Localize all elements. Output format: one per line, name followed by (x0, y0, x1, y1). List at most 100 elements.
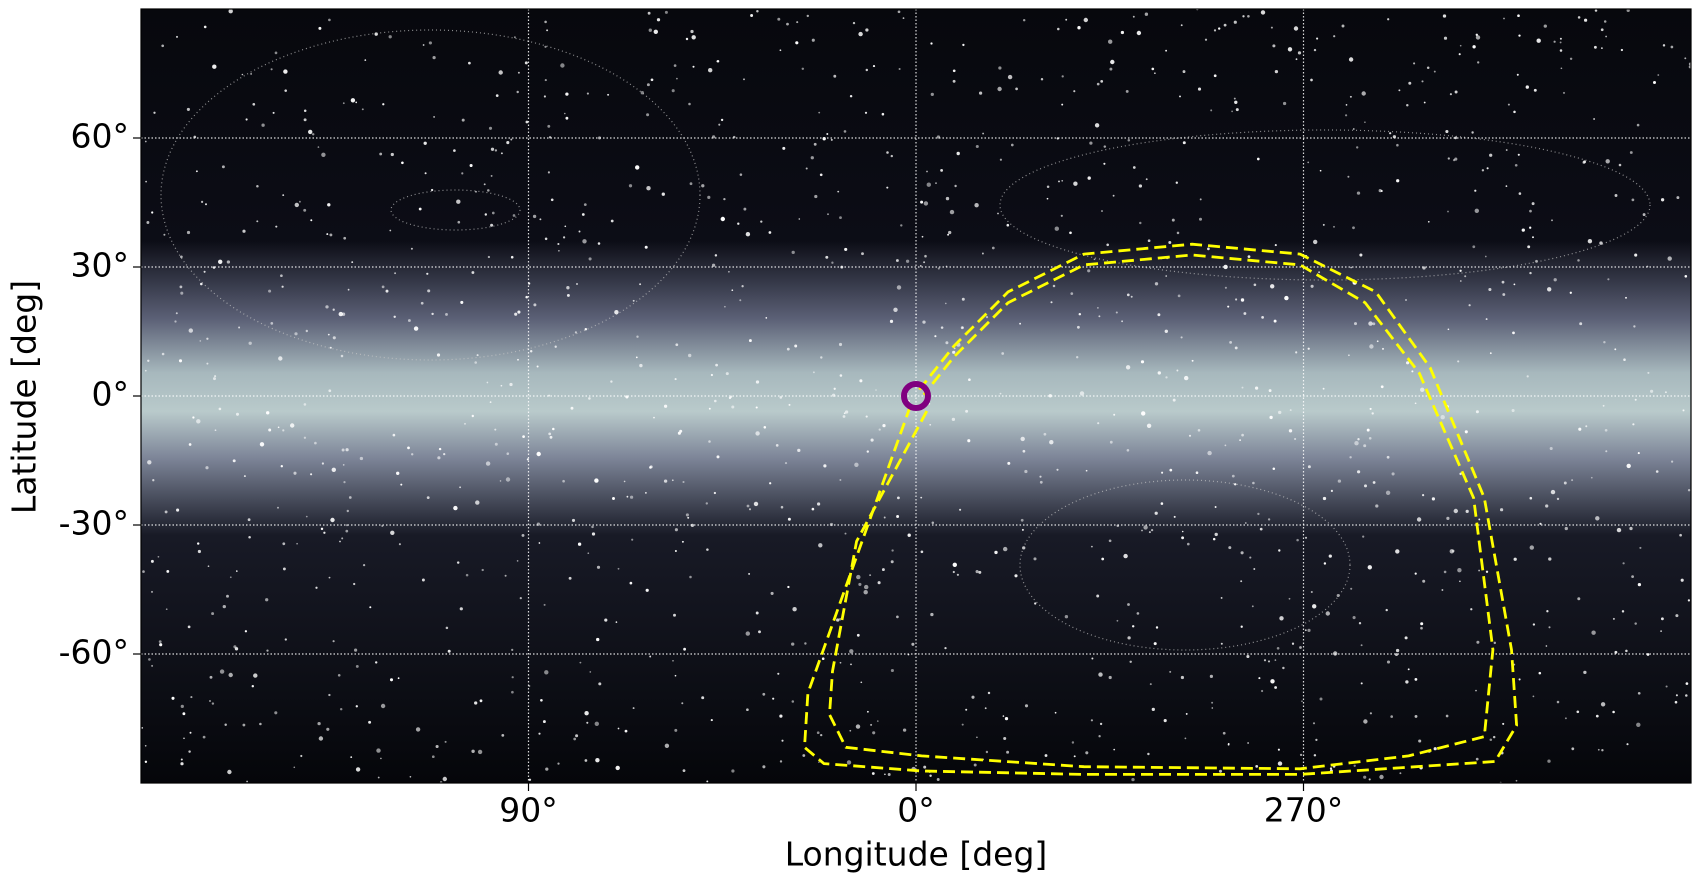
star (1333, 225, 1335, 228)
star (594, 721, 599, 726)
star (839, 479, 842, 481)
star (188, 328, 193, 333)
star (484, 213, 488, 216)
star (635, 165, 640, 170)
star (859, 379, 863, 383)
star (1532, 623, 1536, 626)
star (1512, 331, 1515, 335)
star (1453, 508, 1459, 514)
star (1078, 312, 1082, 316)
star (268, 428, 272, 432)
star (1647, 371, 1650, 374)
star (423, 141, 427, 145)
star (214, 429, 217, 432)
star (1255, 765, 1259, 768)
star (645, 492, 647, 494)
star (1546, 610, 1549, 613)
star (1356, 191, 1361, 195)
star (1240, 551, 1244, 555)
star (1499, 508, 1504, 512)
star (1214, 532, 1218, 537)
star (960, 326, 964, 330)
star (283, 69, 288, 74)
star (999, 392, 1002, 395)
star (1547, 759, 1551, 763)
star (1559, 37, 1562, 40)
star (967, 439, 971, 443)
star (1601, 47, 1603, 49)
star (1180, 336, 1183, 339)
star (266, 649, 269, 652)
star (539, 218, 542, 221)
star (332, 336, 336, 340)
star (629, 581, 633, 585)
star (1313, 48, 1317, 52)
star (1204, 38, 1208, 41)
star (1006, 223, 1010, 227)
star (1636, 123, 1640, 127)
star (280, 274, 283, 278)
star (1623, 358, 1626, 361)
star (1405, 680, 1409, 684)
star (723, 197, 726, 201)
star (303, 403, 307, 406)
star (1518, 192, 1522, 195)
star (663, 404, 668, 408)
star (528, 778, 532, 782)
star (282, 542, 286, 546)
star (431, 755, 435, 759)
star (1113, 413, 1116, 416)
star (1539, 522, 1542, 525)
star (610, 380, 613, 383)
star (1049, 440, 1054, 445)
star (1559, 49, 1563, 52)
star (1056, 468, 1059, 471)
contour-line (803, 242, 1518, 776)
star (837, 190, 840, 193)
star (1532, 695, 1535, 698)
star (758, 630, 761, 634)
star (1577, 597, 1581, 601)
star (1605, 450, 1608, 453)
star (1547, 287, 1552, 292)
star (180, 291, 184, 295)
star (380, 757, 382, 760)
star (1244, 522, 1247, 524)
coordinate-curve (160, 29, 701, 361)
star (485, 461, 491, 466)
star (716, 59, 720, 63)
star (1445, 129, 1449, 134)
star (1431, 497, 1435, 501)
star (153, 111, 156, 114)
star (1614, 194, 1618, 197)
star (549, 435, 553, 439)
star (1161, 471, 1164, 474)
star (818, 111, 821, 114)
star (1131, 777, 1135, 782)
star (1109, 67, 1113, 71)
star (180, 758, 183, 761)
star (1328, 554, 1332, 558)
star (1240, 625, 1243, 628)
star (461, 172, 464, 175)
star (494, 428, 497, 431)
star (1103, 145, 1107, 148)
star (714, 399, 717, 403)
star (682, 769, 686, 773)
y-tick-label: -60° (59, 633, 129, 672)
star (1517, 153, 1520, 156)
star (544, 45, 547, 48)
star (882, 424, 886, 428)
star (355, 705, 358, 708)
star (1353, 764, 1356, 767)
star (923, 201, 929, 206)
star (923, 765, 927, 769)
star (277, 506, 279, 509)
star (1502, 293, 1506, 296)
star (444, 740, 447, 743)
star (999, 158, 1003, 161)
star (1505, 185, 1508, 187)
star (708, 407, 711, 410)
star (469, 163, 473, 168)
star (296, 542, 298, 545)
